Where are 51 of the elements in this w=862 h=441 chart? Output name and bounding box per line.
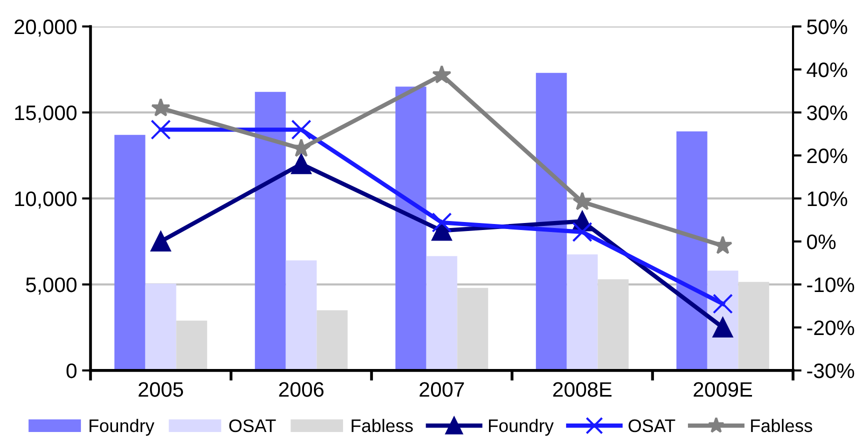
point [291, 154, 312, 174]
legend-label: Foundry [90, 418, 154, 436]
y-tick-label: 10,000 [15, 191, 77, 209]
y-tick-label: 15,000 [15, 105, 77, 123]
y2-tick-label: 20% [807, 148, 848, 164]
y2-tick-label: 0% [807, 234, 836, 250]
x-tick-label: 2007 [420, 382, 464, 397]
bar [316, 310, 348, 370]
legend-label: OSAT [628, 419, 676, 432]
y2-tick-label: 50% [807, 19, 848, 34]
y2-tick-label: -10% [807, 277, 854, 292]
point [432, 212, 452, 233]
legend-label: Fabless [352, 418, 413, 432]
y2-tick-label: -20% [807, 320, 854, 336]
legend-label: OSAT [229, 419, 276, 432]
point [712, 294, 733, 314]
point [712, 317, 733, 338]
bar [145, 284, 176, 370]
x-tick-label: 2005 [138, 382, 184, 397]
point [150, 231, 171, 252]
legend-label: Fabless [751, 418, 812, 432]
bar [254, 92, 286, 370]
bar [566, 254, 598, 370]
bar [286, 260, 317, 370]
point [432, 64, 452, 84]
bar [395, 86, 426, 370]
bar [738, 282, 770, 370]
y2-tick-label: 30% [807, 105, 848, 120]
bar [176, 320, 208, 370]
bar [457, 288, 488, 370]
bar [426, 256, 458, 370]
legend-label: Foundry [488, 418, 554, 436]
point [150, 120, 171, 140]
bar [536, 72, 567, 370]
point [432, 220, 452, 241]
y-tick-label: 0 [66, 363, 76, 378]
x-tick-label: 2006 [279, 382, 324, 397]
point [291, 120, 312, 140]
bar [598, 279, 629, 370]
point [572, 222, 592, 242]
y2-tick-label: 40% [806, 62, 848, 78]
y2-tick-label: -30% [807, 363, 854, 378]
bar [114, 134, 146, 370]
x-tick-label: 2009E [694, 382, 752, 397]
y2-tick-label: 10% [808, 191, 848, 206]
bar [676, 131, 708, 370]
x-tick-label: 2008E [553, 382, 612, 397]
point [151, 98, 170, 117]
y-tick-label: 5,000 [26, 277, 77, 295]
y-tick-label: 20,000 [14, 19, 77, 37]
point [572, 192, 592, 210]
